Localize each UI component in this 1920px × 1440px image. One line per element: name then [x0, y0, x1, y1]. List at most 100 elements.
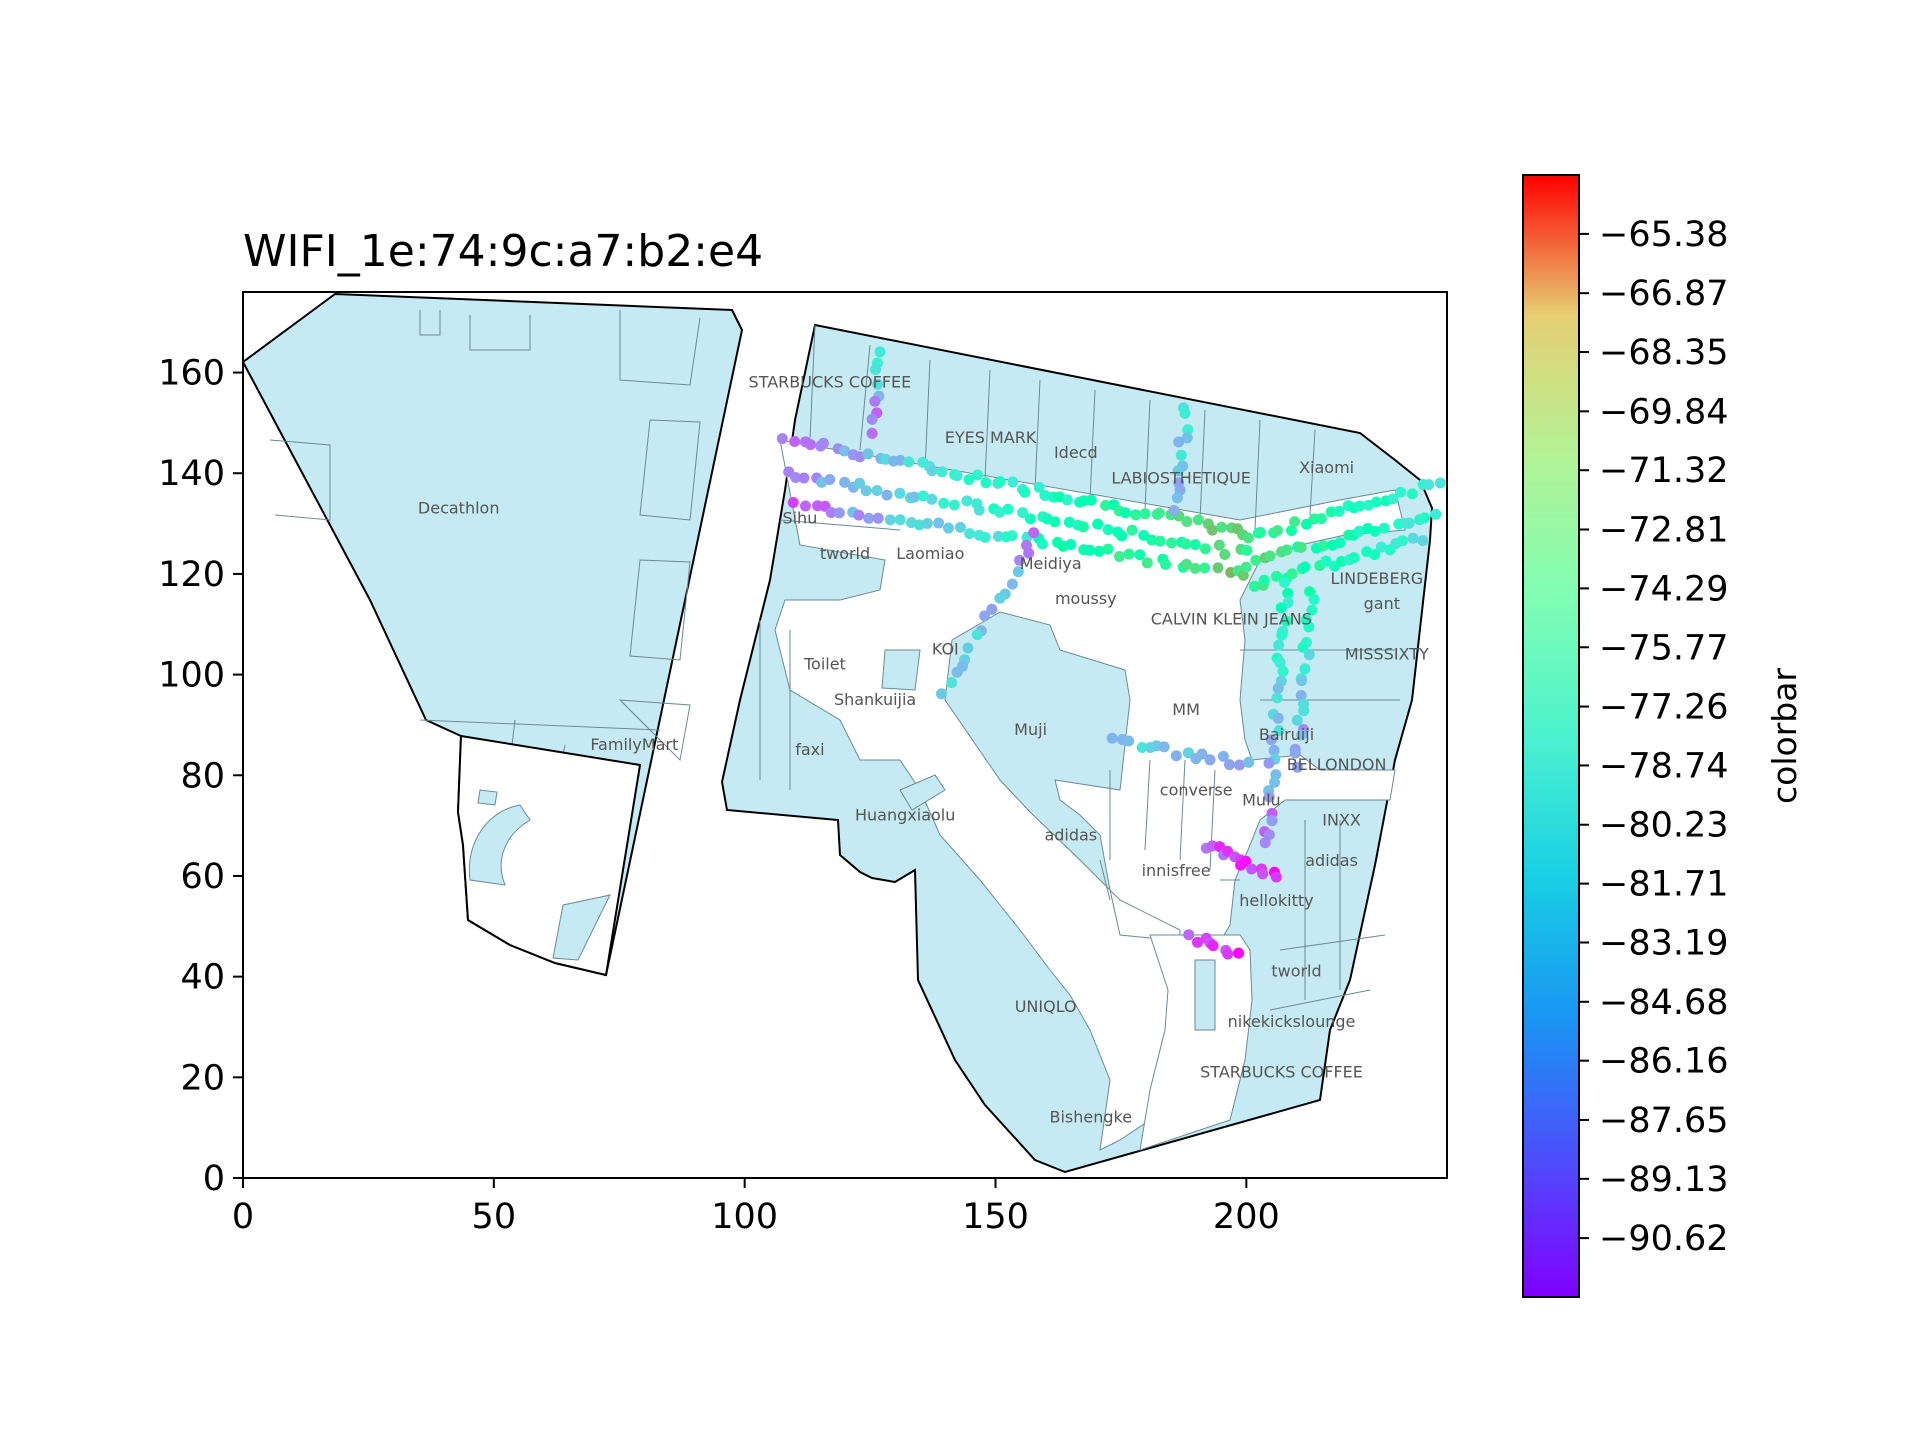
- data-point: [1240, 561, 1252, 573]
- y-tick-label: 120: [158, 555, 225, 595]
- store-label: STARBUCKS COFFEE: [1200, 1062, 1363, 1081]
- data-point: [933, 517, 945, 529]
- data-point: [1138, 529, 1150, 541]
- store-label: Bairuiji: [1259, 725, 1314, 744]
- data-point: [1199, 562, 1211, 574]
- data-point: [1061, 494, 1073, 506]
- data-point: [866, 427, 878, 439]
- y-tick-label: 80: [180, 756, 225, 796]
- data-point: [1285, 525, 1297, 537]
- data-point: [1216, 521, 1228, 533]
- colorbar-tick-label: −71.32: [1599, 451, 1729, 491]
- colorbar-tick-label: −72.81: [1599, 511, 1729, 551]
- y-axis: 0 20 40 60 80 100 120 140 160: [158, 354, 243, 1199]
- data-point: [1146, 534, 1158, 546]
- data-point: [1126, 524, 1138, 536]
- data-point: [1246, 863, 1258, 875]
- data-point: [1049, 516, 1061, 528]
- data-point: [869, 395, 881, 407]
- data-point: [894, 454, 906, 466]
- store-label: nikekickslounge: [1228, 1012, 1356, 1031]
- data-point: [1180, 538, 1192, 550]
- data-point: [954, 521, 966, 533]
- data-point: [1158, 741, 1170, 753]
- data-point: [961, 495, 973, 507]
- data-point: [1172, 465, 1184, 477]
- colorbar-tick-label: −69.84: [1599, 392, 1729, 432]
- data-point: [863, 512, 875, 524]
- store-label: tworld: [1271, 962, 1321, 981]
- data-point: [800, 500, 811, 512]
- data-point: [1397, 535, 1408, 547]
- data-point: [871, 485, 883, 496]
- data-point: [1317, 540, 1329, 552]
- store-label: innisfree: [1142, 861, 1211, 880]
- data-point: [1348, 552, 1360, 564]
- x-tick-label: 150: [962, 1197, 1029, 1237]
- data-point: [1306, 604, 1318, 616]
- data-point: [1222, 948, 1234, 960]
- data-point: [1269, 776, 1280, 788]
- data-point: [1315, 513, 1327, 525]
- data-point: [1100, 499, 1112, 511]
- data-point: [825, 507, 837, 518]
- data-point: [1407, 532, 1419, 544]
- data-point: [1417, 535, 1429, 547]
- store-label: LINDEBERG: [1330, 569, 1423, 588]
- data-point: [1354, 500, 1366, 512]
- data-point: [1250, 554, 1262, 566]
- data-point: [1263, 791, 1275, 803]
- data-point: [946, 677, 958, 689]
- data-point: [1234, 759, 1245, 771]
- data-point: [1199, 543, 1211, 555]
- store-label: Sihu: [782, 509, 817, 528]
- data-point: [1207, 940, 1219, 952]
- data-point: [963, 474, 975, 486]
- data-point: [1213, 539, 1225, 551]
- store-label: converse: [1160, 780, 1233, 799]
- data-point: [1270, 570, 1282, 582]
- data-point: [986, 603, 998, 615]
- data-point: [1083, 544, 1095, 556]
- data-point: [1268, 744, 1280, 756]
- data-point: [1419, 512, 1431, 524]
- data-point: [973, 504, 985, 516]
- data-point: [1370, 496, 1382, 508]
- data-point: [1266, 815, 1278, 827]
- floor-main-block-shapes: [881, 649, 1216, 1031]
- data-point: [1116, 530, 1128, 542]
- data-point: [1300, 518, 1312, 530]
- data-point: [1224, 759, 1235, 771]
- data-point: [1334, 537, 1346, 549]
- data-point: [881, 489, 893, 501]
- data-point: [926, 465, 938, 477]
- data-point: [838, 445, 850, 457]
- data-point: [1298, 705, 1310, 717]
- data-point: [1217, 750, 1229, 762]
- data-point: [1028, 527, 1040, 539]
- data-point: [894, 514, 906, 526]
- data-point: [1024, 513, 1036, 525]
- data-point: [1233, 947, 1244, 959]
- data-point: [1273, 639, 1285, 651]
- data-point: [1254, 527, 1266, 538]
- data-point: [870, 364, 881, 375]
- data-point: [1063, 516, 1075, 528]
- data-point: [994, 506, 1006, 518]
- data-point: [938, 497, 950, 509]
- data-point: [1320, 555, 1332, 567]
- data-point: [1181, 516, 1193, 527]
- store-label: Laomiao: [896, 544, 964, 563]
- store-label: Decathlon: [418, 499, 500, 518]
- data-point: [1308, 593, 1320, 605]
- floor-main-inner-lines: [759, 324, 1400, 1011]
- data-point: [1289, 747, 1301, 759]
- data-point: [1219, 549, 1231, 560]
- colorbar-tick-label: −74.29: [1599, 569, 1729, 609]
- data-point: [1434, 477, 1446, 489]
- data-point: [1265, 734, 1277, 746]
- data-point: [1395, 486, 1407, 498]
- store-label: Meidiya: [1020, 554, 1082, 573]
- data-point: [994, 592, 1006, 604]
